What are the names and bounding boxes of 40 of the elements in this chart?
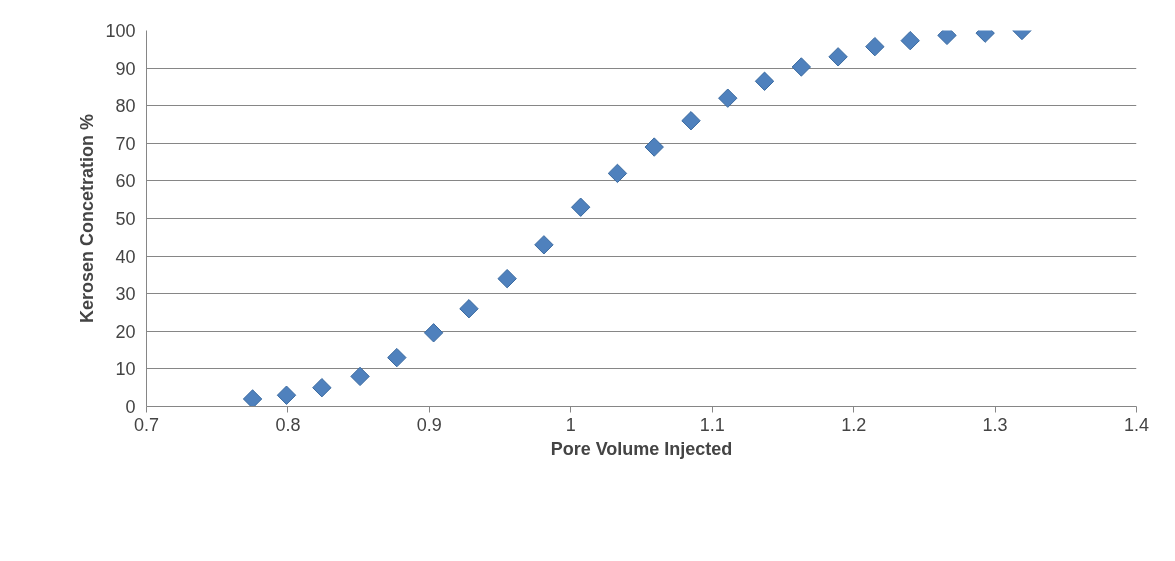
point: [459, 299, 479, 319]
x-tick-label: 1.3: [982, 414, 1008, 435]
point: [681, 111, 701, 131]
y-tick-label: 50: [115, 209, 136, 229]
y-tick-label: 100: [105, 21, 136, 41]
x-tick-label: 1.1: [699, 414, 725, 435]
point: [791, 57, 812, 77]
y-tick-label: 80: [115, 96, 136, 117]
point: [242, 389, 263, 407]
point: [570, 197, 591, 217]
x-tick-label: 1.4: [1123, 414, 1150, 435]
x-tick-label: 1.2: [841, 414, 867, 435]
point: [718, 88, 738, 108]
x-tick-label: 0.7: [133, 414, 160, 435]
point: [312, 378, 332, 398]
y-tick-label: 30: [115, 284, 136, 305]
point: [607, 163, 628, 184]
point: [865, 36, 885, 57]
y-axis-title: Kerosen Concetration %: [77, 113, 98, 324]
y-tick-label: 60: [115, 171, 136, 192]
point: [828, 47, 848, 67]
point: [387, 347, 407, 368]
x-tick-label: 0.9: [416, 414, 442, 435]
point: [754, 71, 775, 91]
x-tick-label: 0.8: [275, 414, 301, 435]
point: [900, 30, 920, 51]
y-tick-label: 10: [115, 359, 136, 380]
y-tick-label: 90: [115, 58, 136, 79]
point: [276, 385, 297, 405]
y-tick-label: 0: [125, 397, 136, 417]
point: [644, 137, 664, 157]
point: [497, 268, 517, 289]
y-tick-label: 70: [115, 133, 136, 154]
point: [534, 235, 554, 255]
x-axis-title: Pore Volume Injected: [550, 438, 733, 459]
y-tick-label: 20: [115, 321, 136, 342]
point: [423, 323, 444, 343]
point: [350, 366, 370, 387]
y-tick-label: 40: [115, 246, 136, 267]
x-tick-label: 1: [565, 414, 576, 435]
